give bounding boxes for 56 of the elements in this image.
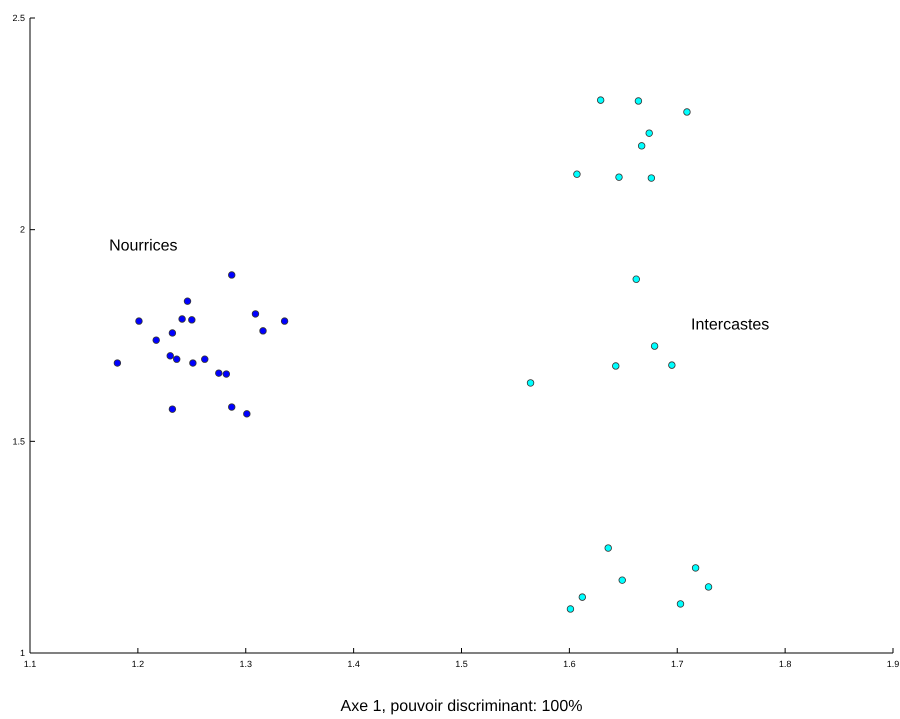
- point: [638, 142, 646, 150]
- point: [173, 356, 180, 363]
- x-axis-title: Axe 1, pouvoir discriminant: 100%: [340, 698, 582, 715]
- point: [114, 359, 122, 367]
- point: [178, 315, 186, 323]
- point: [168, 405, 176, 413]
- text: Intercastes: [691, 316, 770, 334]
- point: [566, 605, 574, 613]
- point: [152, 336, 160, 344]
- point: [135, 317, 143, 325]
- point: [604, 544, 612, 552]
- point: [573, 170, 581, 178]
- point: [228, 403, 236, 411]
- y-tick-label: 1: [20, 648, 25, 658]
- x-tick-label: 1.8: [778, 659, 792, 669]
- y-tick-label: 2.5: [12, 13, 25, 23]
- point: [692, 564, 700, 572]
- point: [596, 96, 604, 104]
- y-tick-label: 2: [20, 224, 25, 235]
- point: [618, 576, 626, 584]
- text: Nourrices: [109, 238, 178, 255]
- x-tick-label: 1.7: [670, 659, 684, 669]
- x-tick-label: 1.5: [455, 659, 468, 669]
- point: [526, 379, 534, 387]
- x-tick-label: 1.1: [24, 659, 36, 669]
- point: [676, 600, 684, 608]
- point: [578, 593, 586, 601]
- point: [189, 359, 197, 367]
- point: [704, 583, 712, 591]
- point: [632, 275, 640, 283]
- point: [215, 369, 222, 377]
- x-tick-label: 1.2: [132, 659, 144, 669]
- point: [646, 129, 653, 137]
- point: [243, 410, 251, 418]
- point: [222, 370, 230, 378]
- point: [228, 271, 236, 279]
- point: [615, 173, 623, 181]
- x-tick-label: 1.3: [239, 659, 252, 669]
- point: [168, 329, 176, 337]
- point: [648, 174, 656, 182]
- point: [166, 352, 174, 360]
- point: [259, 327, 267, 335]
- point: [612, 362, 620, 370]
- point: [634, 97, 642, 105]
- point: [184, 298, 192, 305]
- x-tick-label: 1.9: [886, 659, 900, 669]
- point: [201, 356, 208, 363]
- point: [650, 342, 658, 350]
- point: [280, 317, 288, 325]
- point: [668, 361, 676, 369]
- point: [683, 108, 691, 116]
- point: [252, 310, 260, 318]
- x-tick-label: 1.4: [347, 659, 360, 669]
- y-tick-label: 1.5: [12, 436, 25, 446]
- x-tick-label: 1.6: [563, 659, 576, 669]
- point: [188, 316, 196, 324]
